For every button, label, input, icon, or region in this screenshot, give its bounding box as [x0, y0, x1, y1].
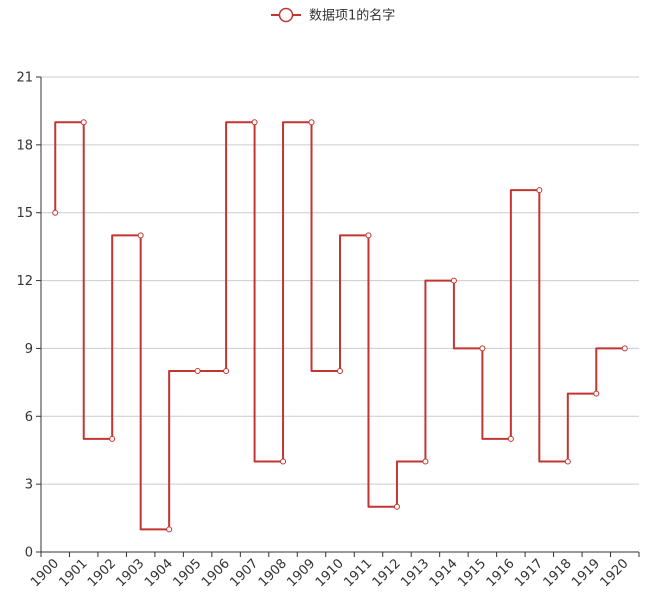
data-point[interactable] — [365, 232, 372, 239]
data-point[interactable] — [280, 458, 287, 465]
x-axis-tick-label: 1903 — [113, 556, 147, 590]
x-axis-tick-label: 1908 — [256, 556, 290, 590]
data-point[interactable] — [393, 503, 400, 510]
x-axis-tick-label: 1920 — [598, 556, 632, 590]
data-point[interactable] — [308, 119, 315, 126]
y-axis-tick-label: 18 — [16, 138, 33, 153]
x-axis-tick-label: 1911 — [341, 556, 375, 590]
x-axis-tick-label: 1913 — [398, 556, 432, 590]
y-axis-tick-labels: 0 3 6 9 12 15 18 21 — [16, 71, 41, 561]
x-axis-tick-label: 1900 — [28, 556, 62, 590]
data-point[interactable] — [251, 119, 258, 126]
data-point[interactable] — [80, 119, 87, 126]
x-axis-tick-label: 1912 — [370, 556, 404, 590]
x-axis-tick-label: 1901 — [57, 556, 91, 590]
data-point[interactable] — [450, 277, 457, 284]
x-axis-tick-label: 1916 — [484, 556, 518, 590]
y-axis-tick-label: 15 — [16, 206, 33, 221]
data-point[interactable] — [337, 368, 343, 375]
x-axis-tick-label: 1910 — [313, 556, 347, 590]
y-axis-tick-label: 9 — [25, 342, 33, 357]
x-axis-tick-label: 1905 — [170, 556, 204, 590]
data-point[interactable] — [479, 345, 486, 352]
x-axis-tick-label: 1919 — [569, 556, 603, 590]
data-point[interactable] — [564, 458, 571, 465]
y-axis-tick-label: 12 — [16, 274, 33, 289]
y-axis-tick-label: 6 — [25, 410, 33, 425]
x-axis-tick-label: 1918 — [541, 556, 575, 590]
legend-circle-marker — [278, 7, 294, 23]
x-axis-tick-label: 1914 — [427, 556, 461, 590]
x-axis-tick-labels: 1900190119021903190419051906190719081909… — [28, 552, 640, 590]
data-point[interactable] — [52, 209, 59, 216]
data-point[interactable] — [621, 345, 628, 352]
data-point[interactable] — [109, 435, 116, 442]
x-axis-tick-label: 1917 — [512, 556, 546, 590]
data-points[interactable] — [52, 119, 628, 533]
data-point[interactable] — [593, 390, 600, 397]
x-axis-tick-label: 1909 — [284, 556, 318, 590]
x-axis-tick-label: 1902 — [85, 556, 119, 590]
legend-label: 数据项1的名字 — [309, 8, 395, 24]
data-point[interactable] — [507, 435, 514, 442]
x-axis-tick-label: 1904 — [142, 556, 176, 590]
x-axis-tick-label: 1907 — [227, 556, 261, 590]
data-point[interactable] — [137, 232, 144, 239]
axes — [40, 77, 639, 553]
data-point[interactable] — [422, 458, 429, 465]
x-axis-tick-label: 1906 — [199, 556, 233, 590]
x-axis-tick-label: 1915 — [455, 556, 489, 590]
data-point[interactable] — [166, 526, 173, 533]
y-axis-tick-label: 0 — [25, 546, 33, 561]
series-step-line — [54, 121, 625, 531]
y-axis-tick-label: 21 — [16, 71, 33, 86]
legend[interactable]: 数据项1的名字 — [271, 8, 395, 24]
data-point[interactable] — [223, 368, 230, 375]
data-point[interactable] — [194, 368, 201, 375]
y-axis-tick-label: 3 — [25, 478, 33, 493]
data-point[interactable] — [536, 187, 543, 194]
